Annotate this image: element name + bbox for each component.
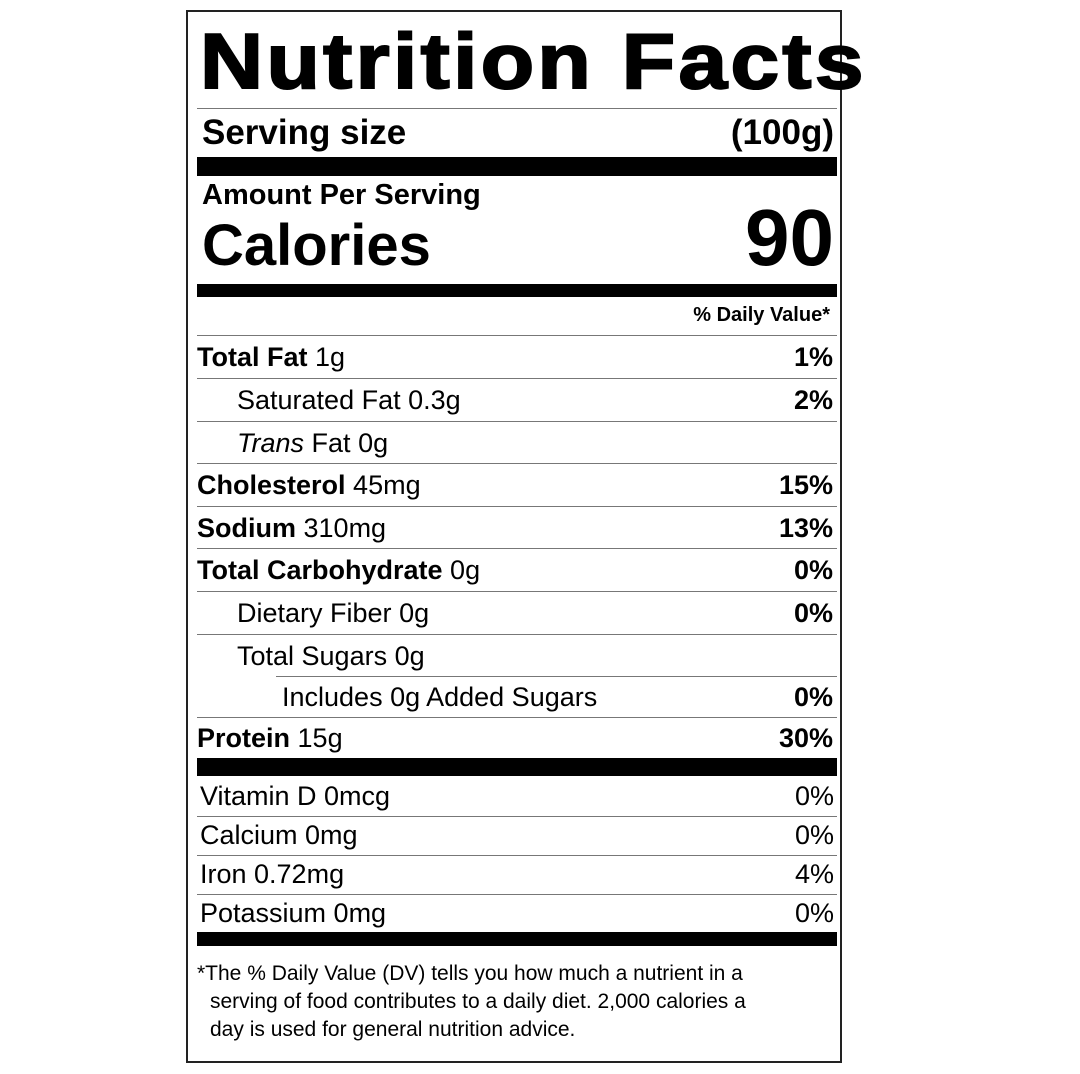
thick-divider [197,932,837,946]
nutrient-row-sodium: Sodium 310mg 13% [197,512,833,543]
label-title: Nutrition Facts [199,16,867,106]
nutrient-row-total-fat: Total Fat 1g 1% [197,341,833,372]
nutrient-row-trans-fat: Trans Fat 0g [237,427,389,458]
thick-divider [197,758,837,776]
thick-divider [197,284,837,297]
nutrient-row-total-carbohydrate: Total Carbohydrate 0g 0% [197,554,833,585]
nutrient-row-dietary-fiber: Dietary Fiber 0g 0% [237,597,833,628]
divider [197,108,837,109]
daily-value-header: % Daily Value* [693,304,830,326]
calories-value: 90 [745,193,834,282]
nutrient-row-total-sugars: Total Sugars 0g [237,640,425,671]
calories-label: Calories [202,213,431,278]
nutrient-row-cholesterol: Cholesterol 45mg 15% [197,469,833,500]
thick-divider [197,157,837,176]
vitamin-row-iron: Iron 0.72mg 4% [200,859,834,889]
nutrient-row-saturated-fat: Saturated Fat 0.3g 2% [237,384,833,415]
divider [197,335,837,336]
nutrient-row-protein: Protein 15g 30% [197,722,833,753]
footnote: *The % Daily Value (DV) tells you how mu… [197,962,746,1041]
amount-per-serving: Amount Per Serving [202,179,481,211]
nutrient-row-added-sugars: Includes 0g Added Sugars 0% [282,681,833,712]
serving-size-value: (100g) [730,113,834,152]
vitamin-row-calcium: Calcium 0mg 0% [200,820,834,850]
vitamin-row-potassium: Potassium 0mg 0% [200,898,834,928]
serving-size-label: Serving size [202,113,407,152]
nutrition-facts-label: Nutrition Facts Serving size (100g) Amou… [186,10,865,1063]
vitamin-row-vitamin-d: Vitamin D 0mcg 0% [200,781,834,811]
